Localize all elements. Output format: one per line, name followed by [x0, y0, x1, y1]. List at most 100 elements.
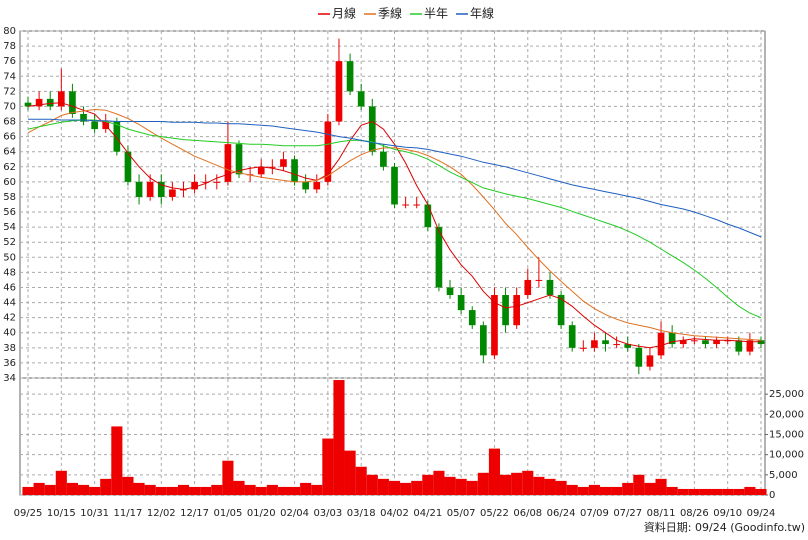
candle-body [124, 151, 132, 182]
y-tick-label: 60 [3, 177, 16, 188]
volume-bar [89, 486, 101, 495]
y-tick-label: 54 [3, 222, 16, 233]
volume-bar [566, 484, 578, 495]
plot-frame [19, 30, 766, 496]
volume-bar [22, 486, 34, 495]
x-tick-label: 09/10 [713, 508, 742, 519]
volume-bar [588, 484, 600, 495]
x-tick-label: 06/08 [513, 508, 542, 519]
candle-body [391, 166, 398, 205]
candle-body [668, 332, 676, 345]
candle-body [113, 121, 121, 152]
volume-bar [322, 438, 334, 495]
x-tick-label: 07/09 [580, 508, 609, 519]
candle-body [24, 102, 32, 107]
candle-body [357, 91, 365, 107]
candle-body [91, 121, 98, 130]
candle-body [624, 344, 632, 348]
y2-tick-label: 20,000 [769, 409, 804, 420]
x-tick-label: 08/26 [680, 508, 709, 519]
volume-bar [444, 476, 456, 495]
candle-body [368, 106, 376, 152]
y-tick-label: 34 [3, 373, 16, 384]
candle-body [135, 181, 143, 197]
candle-body [691, 340, 698, 342]
candle-body [457, 295, 465, 311]
candle-body [746, 340, 754, 352]
volume-bar [333, 380, 345, 495]
volume-bar [622, 482, 634, 495]
y-tick-label: 68 [3, 117, 16, 128]
volume-bar [33, 482, 45, 495]
candle-body [635, 347, 643, 367]
volume-bar [522, 470, 534, 495]
y-tick-label: 72 [3, 86, 16, 97]
y-tick-label: 74 [3, 71, 16, 82]
volume-bar [222, 460, 234, 495]
y-tick-label: 70 [3, 101, 16, 112]
candle-body [213, 181, 221, 183]
volume-bar [577, 486, 589, 495]
volume-bar [111, 426, 123, 495]
y-tick-label: 40 [3, 328, 16, 339]
y2-tick-label: 15,000 [769, 429, 804, 440]
candle-body [546, 279, 554, 296]
candle-body [269, 166, 276, 168]
y2-tick-label: 0 [769, 490, 775, 501]
volume-bar [455, 478, 467, 495]
y-tick-label: 56 [3, 207, 16, 218]
x-tick-label: 04/02 [380, 508, 409, 519]
candle-body [713, 340, 720, 345]
volume-bar [388, 480, 401, 495]
candle-body [602, 340, 609, 345]
volume-bar [733, 488, 745, 495]
candle-body [202, 181, 210, 183]
volume-bar [189, 486, 201, 495]
volume-bar [511, 472, 523, 495]
volume-bar [433, 470, 445, 495]
volume-bar [233, 480, 245, 495]
ma-line [27, 102, 761, 349]
volume-bar [288, 486, 301, 495]
x-tick-label: 09/25 [14, 508, 43, 519]
candle-body [191, 181, 198, 190]
legend-label: 年線 [470, 6, 494, 21]
y-tick-label: 66 [3, 132, 16, 143]
candle-body [291, 159, 298, 182]
volume-bar [55, 470, 67, 495]
candle-body [224, 144, 232, 182]
x-tick-label: 04/21 [413, 508, 442, 519]
volume-bar [666, 486, 678, 495]
candle-body [157, 181, 165, 197]
x-tick-label: 10/31 [80, 508, 109, 519]
candle-body [535, 279, 543, 281]
candle-body [502, 295, 509, 326]
candle-body [346, 61, 354, 92]
x-tick-label: 08/11 [647, 508, 676, 519]
volume-bar [411, 480, 423, 495]
candle-body [380, 151, 387, 167]
y-tick-label: 46 [3, 282, 16, 293]
volume-bar [77, 484, 90, 495]
x-tick-label: 01/20 [247, 508, 276, 519]
y-tick-label: 36 [3, 358, 16, 369]
y-tick-label: 50 [3, 252, 16, 263]
candle-body [579, 347, 587, 349]
volume-bar [166, 486, 178, 495]
candle-body [513, 295, 520, 326]
candle-body [524, 279, 532, 296]
y-tick-label: 62 [3, 162, 16, 173]
candle-body [69, 91, 76, 114]
candle-body [169, 189, 176, 197]
volume-bar [533, 476, 545, 495]
y-tick-label: 48 [3, 267, 16, 278]
y-tick-label: 80 [3, 26, 16, 37]
y2-tick-label: 5,000 [769, 470, 798, 481]
ma-line [28, 118, 762, 238]
volume-bar [355, 466, 367, 495]
volume-bar [211, 484, 223, 495]
volume-bar [155, 486, 167, 495]
footnote: 資料日期: 09/24 (Goodinfo.tw) [644, 520, 805, 534]
y-tick-label: 76 [3, 56, 16, 67]
candle-body [335, 61, 343, 122]
